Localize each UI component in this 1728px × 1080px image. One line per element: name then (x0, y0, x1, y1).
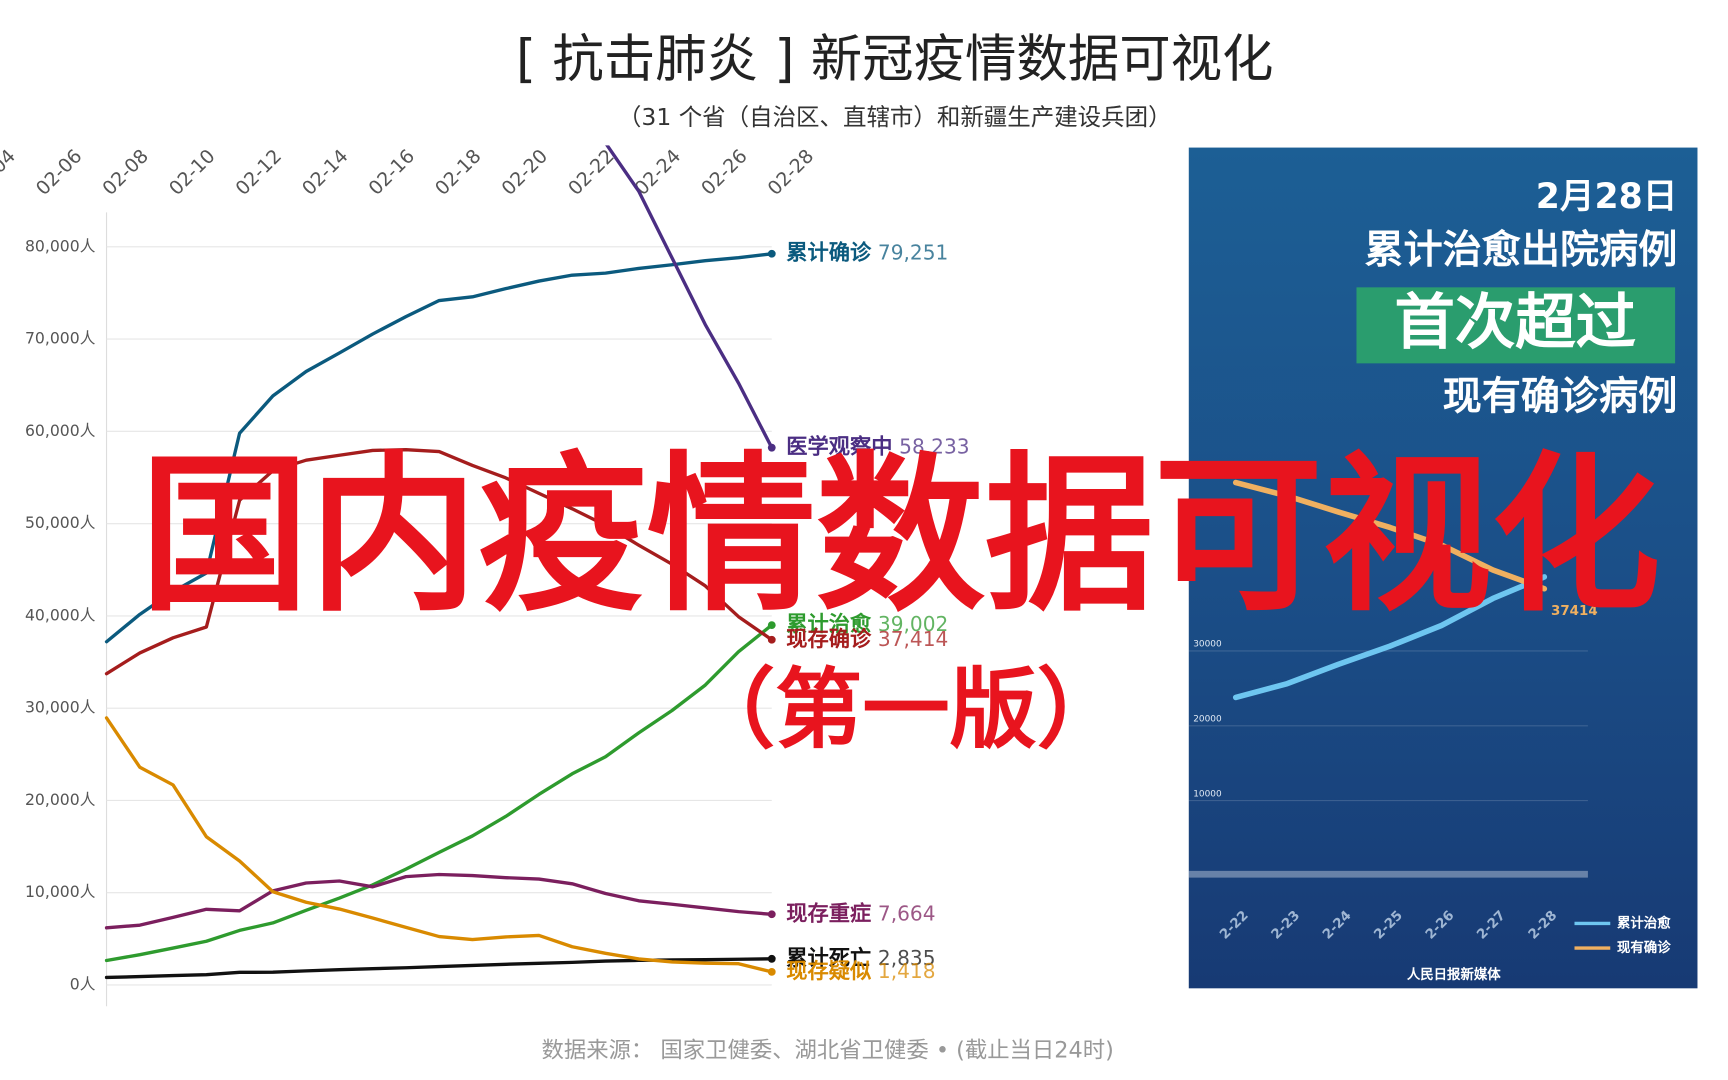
data-label: 37,414 (878, 626, 948, 650)
chart-subtitle: （31 个省（自治区、直辖市）和新疆生产建设兵团） (618, 103, 1172, 131)
series-name: 医学观察中 (786, 434, 892, 460)
series-line (1232, 574, 1548, 701)
panel-heading: 累计治愈出院病例 (1364, 228, 1677, 273)
y-tick-label: 70,000人 (25, 329, 96, 348)
series-line (104, 447, 774, 676)
highlight-box (1356, 287, 1676, 364)
legend-label: 现有确诊 (1617, 939, 1671, 956)
data-label: 7,664 (878, 901, 936, 925)
series-name: 现存疑似 (786, 958, 872, 984)
data-label: 58,233 (899, 434, 969, 458)
y-tick-label: 30,000人 (25, 698, 96, 717)
end-label: 医学观察中 58,233 (786, 434, 969, 460)
data-label: 39,002 (878, 612, 948, 636)
y-tick-label: 60,000人 (25, 421, 96, 440)
y-tick-label: 10,000人 (25, 882, 96, 901)
series-line (104, 252, 774, 644)
y-tick-label: 30000 (1193, 640, 1222, 650)
panel-highlight: 首次超过 (1395, 288, 1636, 358)
end-dot (767, 635, 776, 644)
end-label: 累计死亡 2,835 (786, 945, 935, 971)
end-dot (767, 967, 776, 976)
y-tick-label: 50,000人 (25, 513, 96, 532)
end-dot (767, 954, 776, 963)
panel-heading: 现有确诊病例 (1443, 375, 1678, 420)
x-tick-label: 02-18 (431, 145, 486, 200)
overlay: 国内疫情数据可视化 （第一版） (140, 437, 1660, 760)
x-tick-label: 02-10 (165, 145, 220, 200)
end-label: 现存确诊 37,414 (786, 626, 948, 652)
source-note: 数据来源： 国家卫健委、湖北省卫健委 • (截止当日24时) (542, 1037, 1114, 1063)
panel-source: 人民日报新媒体 (1407, 966, 1501, 983)
end-dot (767, 910, 776, 919)
legend-label: 累计治愈 (1617, 914, 1671, 931)
series-line (104, 623, 774, 963)
chart-title: [ 抗击肺炎 ] 新冠疫情数据可视化 (516, 30, 1273, 90)
series-line (605, 145, 774, 450)
end-label: 现存重症 7,664 (786, 900, 935, 926)
data-label: 37414 (1551, 604, 1598, 619)
x-tick-label: 02-26 (697, 145, 752, 200)
x-tick-label: 02-20 (498, 145, 553, 200)
x-tick-label: 02-04 (0, 145, 20, 200)
y-tick-label: 20,000人 (25, 790, 96, 809)
series-line (1232, 479, 1548, 592)
series-name: 现存确诊 (786, 626, 872, 652)
end-dot (767, 443, 776, 452)
y-tick-label: 40,000人 (25, 605, 96, 624)
x-tick-label: 02-16 (365, 145, 420, 200)
data-label: 79,251 (878, 240, 948, 264)
series-name: 累计死亡 (786, 945, 871, 971)
series-line (104, 872, 774, 930)
series-name: 现存重症 (786, 900, 871, 926)
end-dot (767, 249, 776, 258)
x-tick-label: 02-08 (98, 145, 153, 200)
x-tick-label: 02-14 (298, 145, 353, 200)
series-name: 累计确诊 (786, 240, 872, 266)
series-line (104, 716, 774, 974)
end-label: 累计治愈 39,002 (786, 611, 948, 637)
y-tick-label: 0人 (70, 974, 96, 993)
data-label: 2,835 (878, 945, 936, 969)
panel-date: 2月28日 (1536, 177, 1678, 217)
y-tick-label: 10000 (1193, 789, 1222, 799)
x-tick-label: 02-06 (32, 145, 87, 200)
y-tick-label: 20000 (1193, 715, 1222, 725)
y-tick-label: 80,000人 (25, 236, 96, 255)
x-tick-label: 02-12 (231, 145, 286, 200)
overlay-title: 国内疫情数据可视化 (140, 437, 1660, 635)
overlay-subtitle: （第一版） (688, 658, 1124, 760)
series-name: 累计治愈 (786, 611, 872, 637)
x-tick-label: 02-28 (764, 145, 819, 200)
end-label: 现存疑似 1,418 (786, 958, 935, 984)
end-dot (767, 621, 776, 630)
x-tick-label: 02-22 (564, 145, 619, 200)
data-label: 1,418 (878, 958, 936, 982)
end-label: 累计确诊 79,251 (786, 240, 948, 266)
